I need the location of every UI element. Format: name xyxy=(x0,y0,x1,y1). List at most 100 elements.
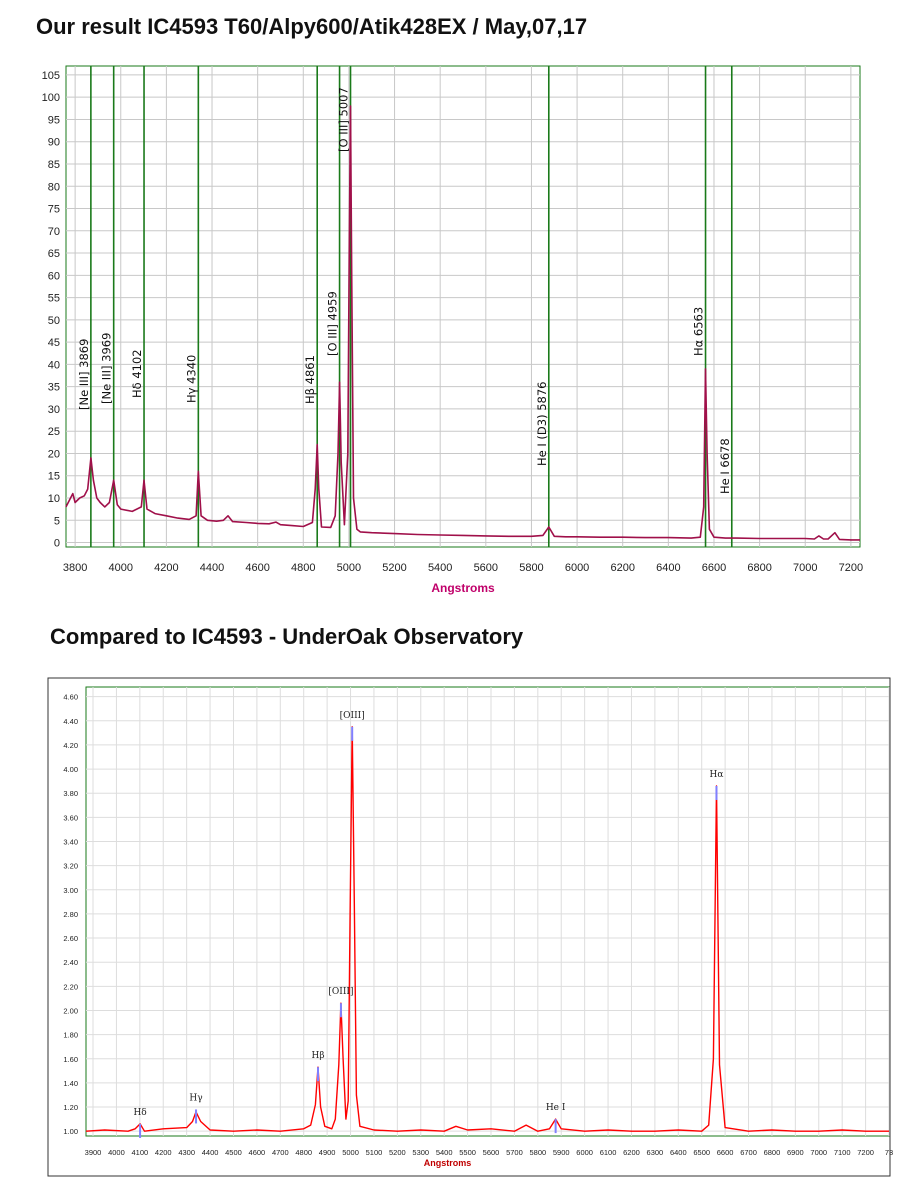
x-tick-label: 4200 xyxy=(155,1148,172,1157)
x-tick-label: 5100 xyxy=(366,1148,383,1157)
x-tick-label: 5000 xyxy=(337,562,361,574)
x-tick-label: 73 xyxy=(885,1148,893,1157)
x-tick-label: 3800 xyxy=(63,562,87,574)
x-tick-label: 6800 xyxy=(764,1148,781,1157)
y-tick-label: 75 xyxy=(48,204,60,216)
x-tick-label: 5400 xyxy=(436,1148,453,1157)
y-tick-label: 4.40 xyxy=(63,717,78,726)
x-tick-label: 5800 xyxy=(529,1148,546,1157)
x-tick-label: 7100 xyxy=(834,1148,851,1157)
x-tick-label: 7200 xyxy=(857,1148,874,1157)
y-tick-label: 3.40 xyxy=(63,837,78,846)
y-tick-label: 10 xyxy=(48,493,60,505)
y-tick-label: 5 xyxy=(54,515,60,527)
x-tick-label: 4400 xyxy=(200,562,224,574)
y-tick-label: 105 xyxy=(42,70,60,82)
x-tick-label: 4800 xyxy=(291,562,315,574)
x-tick-label: 4200 xyxy=(154,562,178,574)
chart-frame xyxy=(47,677,891,1177)
y-tick-label: 2.20 xyxy=(63,982,78,991)
y-tick-label: 4.00 xyxy=(63,765,78,774)
emission-line-label: Hα 6563 xyxy=(692,307,706,356)
x-tick-label: 4100 xyxy=(132,1148,149,1157)
peak-label: [OIII] xyxy=(340,711,365,721)
x-tick-label: 6200 xyxy=(610,562,634,574)
x-axis-label: Angstroms xyxy=(424,1158,472,1168)
emission-line-label: [O III] 5007 xyxy=(337,87,351,152)
y-tick-label: 20 xyxy=(48,448,60,460)
y-tick-label: 90 xyxy=(48,137,60,149)
peak-label: Hβ xyxy=(311,1051,324,1061)
y-tick-label: 95 xyxy=(48,114,60,126)
y-tick-label: 3.00 xyxy=(63,886,78,895)
x-tick-label: 4400 xyxy=(202,1148,219,1157)
chart-title-bottom: Compared to IC4593 - UnderOak Observator… xyxy=(50,624,524,649)
x-tick-label: 5700 xyxy=(506,1148,523,1157)
x-tick-label: 4000 xyxy=(109,562,133,574)
y-tick-label: 2.80 xyxy=(63,910,78,919)
x-tick-label: 6200 xyxy=(623,1148,640,1157)
x-tick-label: 3900 xyxy=(85,1148,102,1157)
x-tick-label: 4000 xyxy=(108,1148,125,1157)
emission-line-label: [Ne III] 3869 xyxy=(77,339,91,410)
y-tick-label: 3.60 xyxy=(63,813,78,822)
x-tick-label: 5000 xyxy=(342,1148,359,1157)
x-tick-label: 7200 xyxy=(839,562,863,574)
x-tick-label: 5200 xyxy=(382,562,406,574)
emission-line-label: Hδ 4102 xyxy=(130,349,144,398)
x-tick-label: 6400 xyxy=(656,562,680,574)
x-tick-label: 7000 xyxy=(810,1148,827,1157)
x-tick-label: 5500 xyxy=(459,1148,476,1157)
y-tick-label: 85 xyxy=(48,159,60,171)
plot-area xyxy=(85,686,890,1137)
peak-label: Hγ xyxy=(189,1093,202,1103)
x-tick-label: 5400 xyxy=(428,562,452,574)
x-tick-label: 4900 xyxy=(319,1148,336,1157)
peak-label: Hα xyxy=(709,770,723,780)
y-tick-label: 1.20 xyxy=(63,1103,78,1112)
chart-title-top: Our result IC4593 T60/Alpy600/Atik428EX … xyxy=(36,14,588,39)
x-tick-label: 4700 xyxy=(272,1148,289,1157)
y-tick-label: 2.40 xyxy=(63,958,78,967)
y-tick-label: 1.80 xyxy=(63,1031,78,1040)
y-tick-label: 4.20 xyxy=(63,741,78,750)
y-tick-label: 55 xyxy=(48,293,60,305)
peak-label: He I xyxy=(546,1103,566,1113)
x-tick-label: 5300 xyxy=(412,1148,429,1157)
x-tick-label: 6100 xyxy=(600,1148,617,1157)
x-tick-label: 4800 xyxy=(295,1148,312,1157)
x-axis-label: Angstroms xyxy=(431,581,495,595)
x-tick-label: 5600 xyxy=(474,562,498,574)
x-tick-label: 5900 xyxy=(553,1148,570,1157)
x-tick-label: 6700 xyxy=(740,1148,757,1157)
x-tick-label: 6900 xyxy=(787,1148,804,1157)
y-tick-label: 1.40 xyxy=(63,1079,78,1088)
y-tick-label: 50 xyxy=(48,315,60,327)
y-tick-label: 4.60 xyxy=(63,693,78,702)
x-tick-label: 4300 xyxy=(178,1148,195,1157)
x-tick-label: 4500 xyxy=(225,1148,242,1157)
y-tick-label: 65 xyxy=(48,248,60,260)
x-tick-label: 6300 xyxy=(647,1148,664,1157)
x-tick-label: 6600 xyxy=(717,1148,734,1157)
y-tick-label: 2.00 xyxy=(63,1006,78,1015)
x-tick-label: 4600 xyxy=(245,562,269,574)
y-tick-label: 3.20 xyxy=(63,862,78,871)
x-tick-label: 5200 xyxy=(389,1148,406,1157)
emission-line-label: [Ne III] 3969 xyxy=(100,333,114,404)
y-tick-label: 15 xyxy=(48,471,60,483)
peak-label: [OIII] xyxy=(328,987,353,997)
y-tick-label: 2.60 xyxy=(63,934,78,943)
peak-label: Hδ xyxy=(133,1108,146,1118)
x-tick-label: 6000 xyxy=(576,1148,593,1157)
emission-line-label: Hβ 4861 xyxy=(303,355,317,404)
y-tick-label: 25 xyxy=(48,426,60,438)
x-tick-label: 7000 xyxy=(793,562,817,574)
emission-line-label: [O III] 4959 xyxy=(326,291,340,356)
y-tick-label: 3.80 xyxy=(63,789,78,798)
y-tick-label: 35 xyxy=(48,382,60,394)
y-tick-label: 100 xyxy=(42,92,60,104)
emission-line-label: He I (D3) 5876 xyxy=(535,382,549,467)
